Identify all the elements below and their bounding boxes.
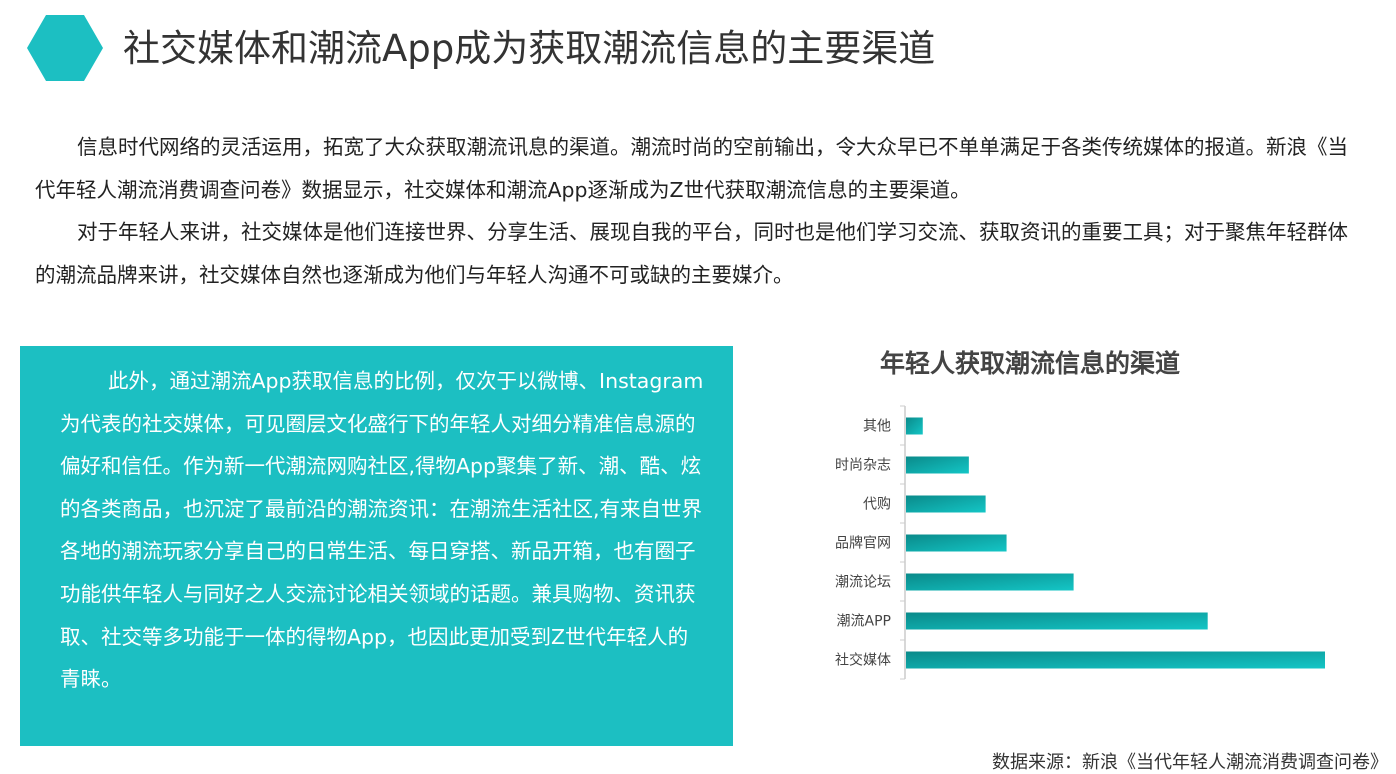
box-text: 此外，通过潮流App获取信息的比例，仅次于以微博、Instagram为代表的社交… [60,369,704,692]
chart-title: 年轻人获取潮流信息的渠道 [879,349,1180,378]
category-label: 其他 [863,419,891,435]
page-title: 社交媒体和潮流App成为获取潮流信息的主要渠道 [123,27,936,70]
hexagon-decoration [27,15,103,81]
intro-text: 信息时代网络的灵活运用，拓宽了大众获取潮流讯息的渠道。潮流时尚的空前输出，令大众… [35,126,1365,296]
bar [906,534,1007,552]
intro-paragraph: 信息时代网络的灵活运用，拓宽了大众获取潮流讯息的渠道。潮流时尚的空前输出，令大众… [35,135,1348,202]
category-label: 社交媒体 [835,652,891,669]
category-label: 品牌官网 [835,535,891,552]
bar [906,651,1325,669]
category-label: 代购 [863,497,891,513]
intro-paragraph: 对于年轻人来讲，社交媒体是他们连接世界、分享生活、展现自我的平台，同时也是他们学… [35,220,1348,287]
category-label: 时尚杂志 [835,458,891,474]
highlight-box: 此外，通过潮流App获取信息的比例，仅次于以微博、Instagram为代表的社交… [20,346,733,746]
bar [906,495,986,513]
bar [906,456,969,474]
bar [906,417,923,435]
bar [906,612,1208,630]
bar [906,573,1074,591]
category-label: 潮流论坛 [835,575,891,591]
data-source: 数据来源：新浪《当代年轻人潮流消费调查问卷》 [992,752,1388,773]
category-label: 潮流APP [837,614,891,630]
